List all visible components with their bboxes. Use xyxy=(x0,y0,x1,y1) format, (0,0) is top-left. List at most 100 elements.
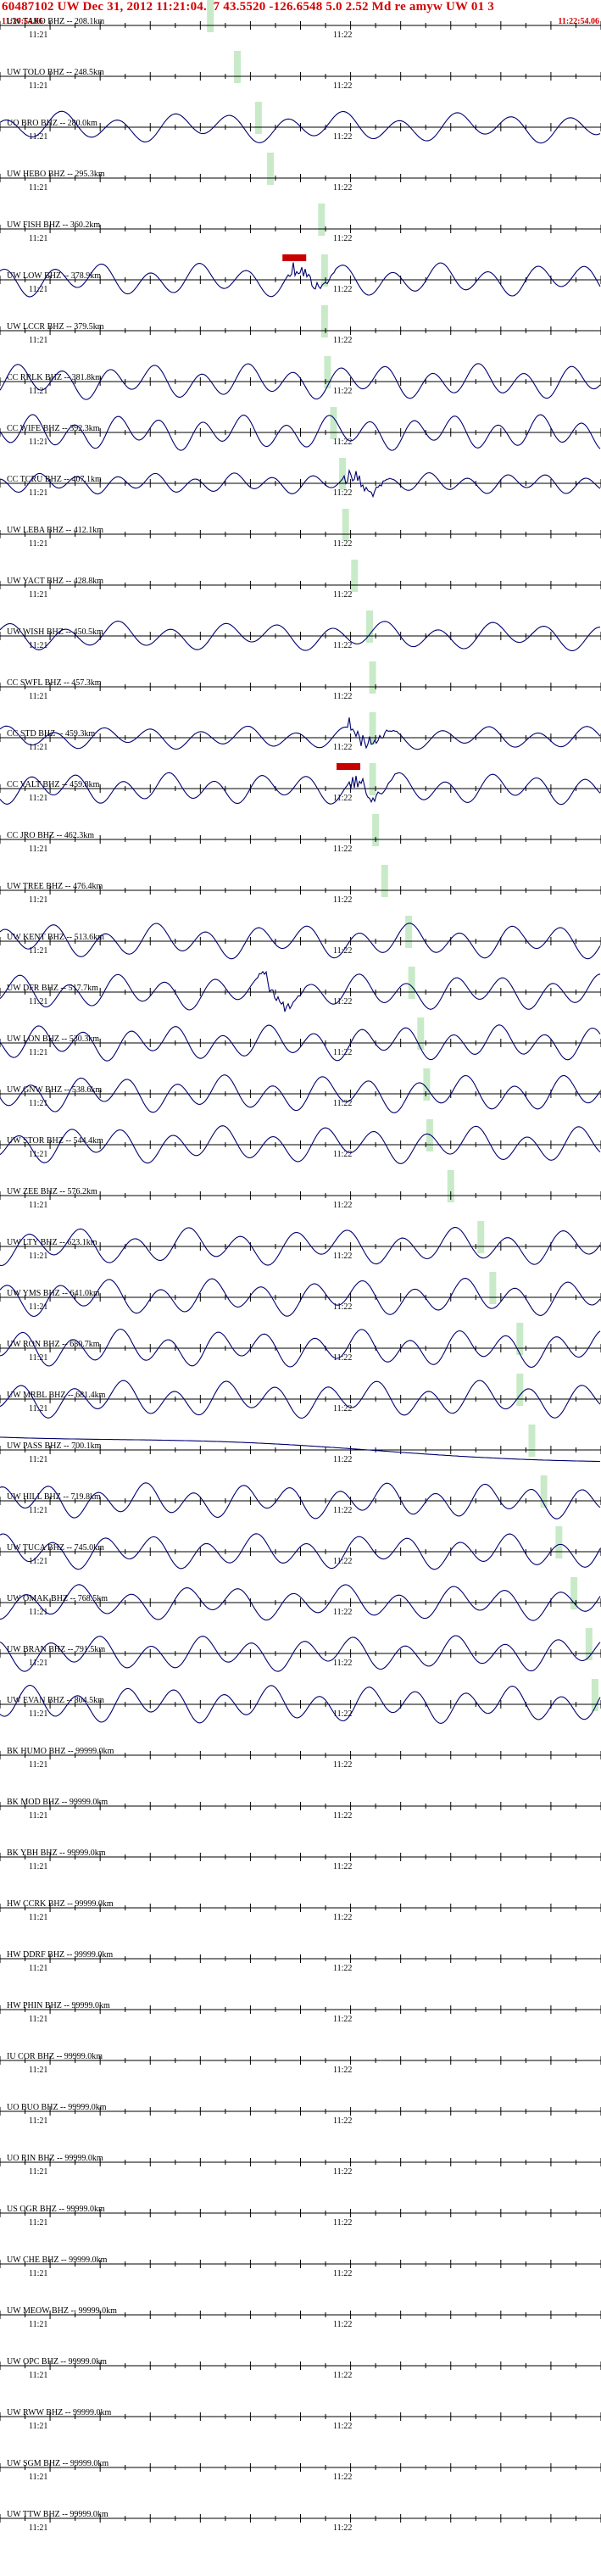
tick-label-11-22: 11:22 xyxy=(333,387,352,396)
tick-label-11-21: 11:21 xyxy=(29,183,47,192)
tick-label-11-22: 11:22 xyxy=(333,1455,352,1464)
tick-label-11-22: 11:22 xyxy=(333,2269,352,2278)
tick-label-11-22: 11:22 xyxy=(333,2473,352,2482)
station-label: CC JRO BHZ -- 462.3km xyxy=(7,831,94,840)
tick-label-11-22: 11:22 xyxy=(333,1150,352,1159)
pick-marker xyxy=(254,102,262,134)
waveform xyxy=(0,1024,601,1062)
tick-label-11-22: 11:22 xyxy=(333,845,352,854)
tick-label-11-21: 11:21 xyxy=(29,1862,47,1871)
tick-label-11-22: 11:22 xyxy=(333,2218,352,2228)
tick-label-11-21: 11:21 xyxy=(29,1608,47,1617)
tick-label-11-21: 11:21 xyxy=(29,743,47,752)
station-label: BK HUMO BHZ -- 99999.0km xyxy=(7,1747,114,1756)
tick-label-11-22: 11:22 xyxy=(333,1302,352,1312)
tick-label-11-22: 11:22 xyxy=(333,31,352,40)
tick-label-11-21: 11:21 xyxy=(29,1048,47,1057)
tick-label-11-21: 11:21 xyxy=(29,488,47,498)
station-label: UW BRAN BHZ -- 791.5km xyxy=(7,1645,105,1654)
pick-marker xyxy=(570,1577,578,1609)
tick-label-11-21: 11:21 xyxy=(29,387,47,396)
tick-label-11-21: 11:21 xyxy=(29,845,47,854)
tick-label-11-22: 11:22 xyxy=(333,1709,352,1719)
tick-label-11-21: 11:21 xyxy=(29,1913,47,1922)
tick-label-11-22: 11:22 xyxy=(333,438,352,447)
tick-label-11-21: 11:21 xyxy=(29,590,47,599)
station-label: UW LCCR BHZ -- 379.5km xyxy=(7,322,104,332)
tick-label-11-22: 11:22 xyxy=(333,2015,352,2024)
tick-label-11-22: 11:22 xyxy=(333,1099,352,1108)
tick-label-11-21: 11:21 xyxy=(29,2422,47,2431)
end-time: 11:22:54.06 xyxy=(558,17,599,26)
station-label: UW TAKO BHZ -- 208.1km xyxy=(7,17,104,26)
waveform xyxy=(0,1635,601,1672)
station-label: IU COR BHZ -- 99999.0km xyxy=(7,2052,103,2061)
pick-marker xyxy=(267,153,275,185)
tick-label-11-22: 11:22 xyxy=(333,1811,352,1820)
tick-label-11-22: 11:22 xyxy=(333,2422,352,2431)
tick-label-11-21: 11:21 xyxy=(29,234,47,243)
pick-marker xyxy=(426,1119,433,1151)
pick-marker xyxy=(516,1374,524,1406)
station-label: UW LEBA BHZ -- 412.1km xyxy=(7,526,103,535)
tick-label-11-21: 11:21 xyxy=(29,1455,47,1464)
tick-label-11-22: 11:22 xyxy=(333,2066,352,2075)
station-label: UW GNW BHZ -- 538.6km xyxy=(7,1085,102,1095)
pick-marker xyxy=(417,1018,425,1050)
waveform xyxy=(0,970,601,1012)
tick-label-11-21: 11:21 xyxy=(29,438,47,447)
tick-label-11-21: 11:21 xyxy=(29,1353,47,1363)
tick-label-11-21: 11:21 xyxy=(29,336,47,345)
tick-label-11-21: 11:21 xyxy=(29,539,47,549)
pick-marker xyxy=(516,1323,524,1355)
station-label: UO BRO BHZ -- 280.0km xyxy=(7,119,97,128)
tick-label-11-22: 11:22 xyxy=(333,2523,352,2533)
tick-label-11-22: 11:22 xyxy=(333,1862,352,1871)
tick-label-11-21: 11:21 xyxy=(29,1302,47,1312)
pick-marker xyxy=(381,865,388,897)
station-label: UW LOW BHZ -- 378.9km xyxy=(7,271,101,281)
station-label: BK YBH BHZ -- 99999.0km xyxy=(7,1848,106,1858)
tick-label-11-21: 11:21 xyxy=(29,81,47,91)
station-label: UW FISH BHZ -- 360.2km xyxy=(7,220,100,230)
tick-label-11-21: 11:21 xyxy=(29,1099,47,1108)
tick-label-11-22: 11:22 xyxy=(333,794,352,803)
tick-label-11-22: 11:22 xyxy=(333,2371,352,2380)
waveform xyxy=(0,110,601,144)
pick-marker xyxy=(234,51,242,83)
pick-marker xyxy=(342,509,349,541)
pick-marker xyxy=(320,305,328,337)
station-label: UW LON BHZ -- 530.3km xyxy=(7,1034,99,1044)
pick-marker xyxy=(351,560,359,592)
waveform xyxy=(0,1074,601,1113)
tick-label-11-21: 11:21 xyxy=(29,2523,47,2533)
tick-label-11-22: 11:22 xyxy=(333,234,352,243)
tick-label-11-22: 11:22 xyxy=(333,1506,352,1515)
waveform xyxy=(0,1533,601,1570)
waveform xyxy=(0,1482,601,1519)
waveform xyxy=(0,1684,601,1724)
waveform xyxy=(0,414,601,451)
waveform xyxy=(0,1436,600,1463)
tick-label-11-22: 11:22 xyxy=(333,1608,352,1617)
pick-marker xyxy=(324,356,331,388)
tick-label-11-22: 11:22 xyxy=(333,2116,352,2126)
amplitude-marker xyxy=(282,254,307,261)
station-label: US OGR BHZ -- 99999.0km xyxy=(7,2205,105,2214)
tick-label-11-21: 11:21 xyxy=(29,2320,47,2329)
waveform xyxy=(0,1125,601,1164)
tick-label-11-22: 11:22 xyxy=(333,1659,352,1668)
waveform xyxy=(0,772,601,806)
station-label: UW TREE BHZ -- 476.4km xyxy=(7,882,103,891)
station-label: UW HILL BHZ -- 719.8km xyxy=(7,1492,101,1502)
station-label: UW YMS BHZ -- 641.0km xyxy=(7,1289,100,1298)
station-label: CC RRLK BHZ -- 381.8km xyxy=(7,373,102,382)
tick-label-11-22: 11:22 xyxy=(333,590,352,599)
station-label: CC STD BHZ -- 459.3km xyxy=(7,729,95,739)
station-label: UW OMAK BHZ -- 768.5km xyxy=(7,1594,108,1603)
tick-label-11-22: 11:22 xyxy=(333,132,352,142)
start-time: 11:20:54.06 xyxy=(2,17,43,26)
station-label: UW TUCA BHZ -- 745.0km xyxy=(7,1543,104,1553)
waveform xyxy=(0,1227,601,1267)
